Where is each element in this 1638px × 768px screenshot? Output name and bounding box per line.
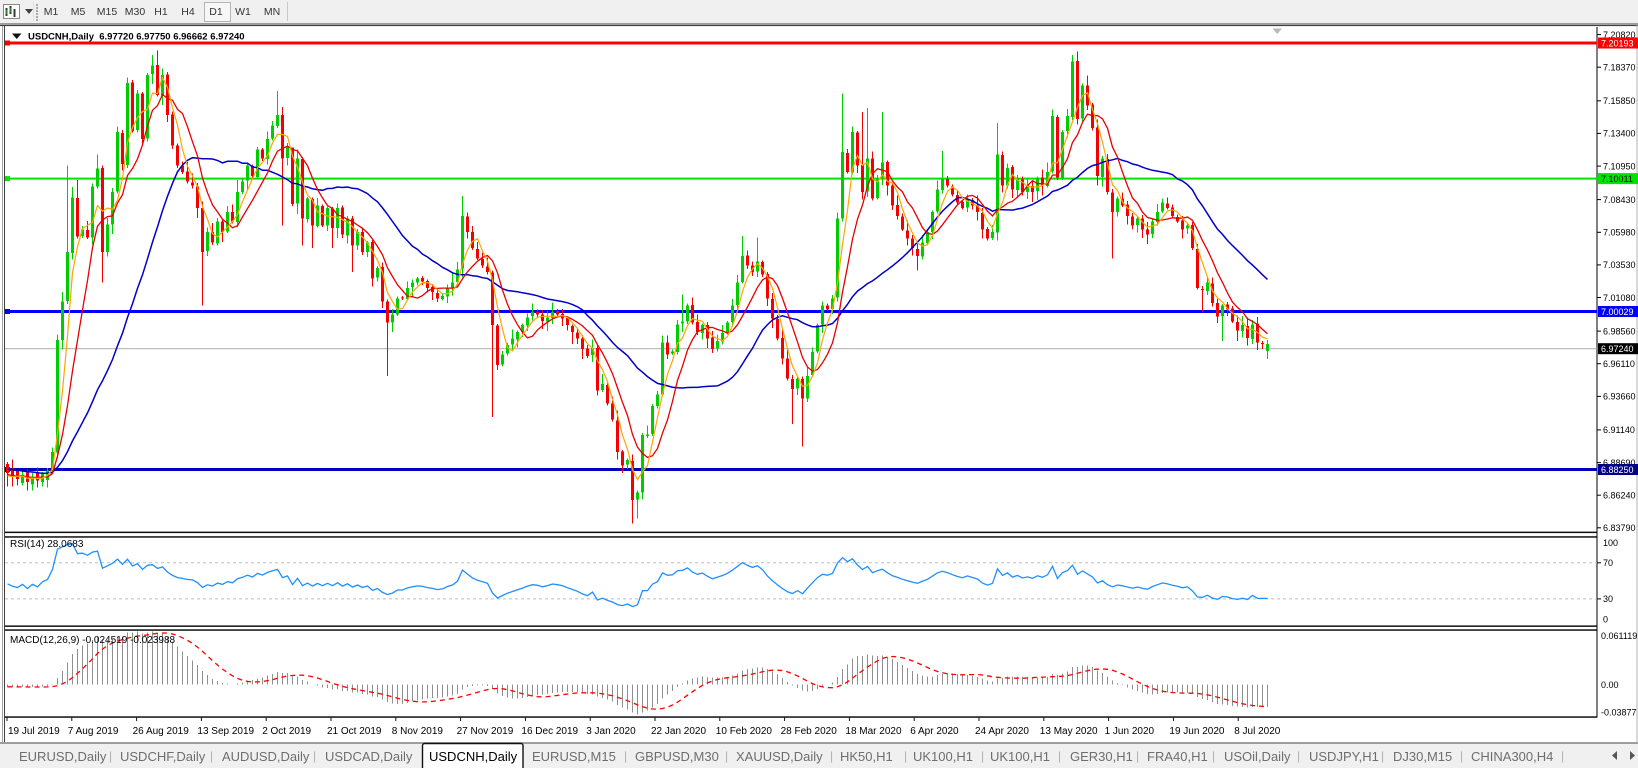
svg-text:19 Jun 2020: 19 Jun 2020 <box>1169 726 1224 737</box>
svg-text:2 Oct 2019: 2 Oct 2019 <box>262 726 311 737</box>
svg-text:0.00: 0.00 <box>1601 680 1619 690</box>
svg-text:6.83790: 6.83790 <box>1603 523 1636 533</box>
svg-text:6 Apr 2020: 6 Apr 2020 <box>910 726 959 737</box>
svg-text:6.98560: 6.98560 <box>1603 326 1636 336</box>
svg-text:MN: MN <box>264 6 280 18</box>
svg-text:M1: M1 <box>44 6 59 18</box>
svg-text:6.91140: 6.91140 <box>1603 425 1635 435</box>
svg-text:7.20193: 7.20193 <box>1601 39 1634 49</box>
svg-text:UK100,H1: UK100,H1 <box>990 749 1050 764</box>
svg-text:HK50,H1: HK50,H1 <box>840 749 893 764</box>
svg-text:EURUSD,M15: EURUSD,M15 <box>532 749 616 764</box>
svg-text:|: | <box>830 749 833 763</box>
svg-text:USDCAD,Daily: USDCAD,Daily <box>325 749 413 764</box>
svg-text:|: | <box>624 749 627 763</box>
svg-text:8 Nov 2019: 8 Nov 2019 <box>392 726 444 737</box>
svg-text:7.00029: 7.00029 <box>1601 307 1634 317</box>
svg-text:3 Jan 2020: 3 Jan 2020 <box>586 726 636 737</box>
svg-text:|: | <box>1212 749 1215 763</box>
svg-text:AUDUSD,Daily: AUDUSD,Daily <box>222 749 310 764</box>
svg-text:EURUSD,Daily: EURUSD,Daily <box>19 749 107 764</box>
svg-text:H1: H1 <box>154 6 168 18</box>
svg-text:|: | <box>313 749 316 763</box>
svg-text:MACD(12,26,9) -0.024519 -0.023: MACD(12,26,9) -0.024519 -0.023988 <box>10 635 176 646</box>
svg-text:7 Aug 2019: 7 Aug 2019 <box>68 726 119 737</box>
svg-text:0.061119: 0.061119 <box>1601 631 1637 641</box>
svg-text:|: | <box>1136 749 1139 763</box>
svg-text:DJ30,M15: DJ30,M15 <box>1393 749 1452 764</box>
svg-text:6.93660: 6.93660 <box>1603 392 1636 402</box>
svg-text:7.01080: 7.01080 <box>1603 293 1636 303</box>
svg-text:6.88250: 6.88250 <box>1601 465 1634 475</box>
svg-text:|: | <box>725 749 728 763</box>
svg-text:6.96110: 6.96110 <box>1603 359 1635 369</box>
svg-text:7.03530: 7.03530 <box>1603 260 1636 270</box>
svg-text:7.15850: 7.15850 <box>1603 96 1636 106</box>
svg-text:7.05980: 7.05980 <box>1603 228 1636 238</box>
svg-text:7.18370: 7.18370 <box>1603 63 1636 73</box>
svg-text:CHINA300,H4: CHINA300,H4 <box>1471 749 1553 764</box>
svg-text:8 Jul 2020: 8 Jul 2020 <box>1234 726 1281 737</box>
svg-text:7.10011: 7.10011 <box>1601 174 1633 184</box>
svg-text:USOil,Daily: USOil,Daily <box>1224 749 1291 764</box>
svg-text:1 Jun 2020: 1 Jun 2020 <box>1105 726 1155 737</box>
svg-text:10 Feb 2020: 10 Feb 2020 <box>716 726 773 737</box>
svg-text:27 Nov 2019: 27 Nov 2019 <box>457 726 514 737</box>
svg-text:21 Oct 2019: 21 Oct 2019 <box>327 726 382 737</box>
svg-text:24 Apr 2020: 24 Apr 2020 <box>975 726 1029 737</box>
svg-text:M15: M15 <box>97 6 118 18</box>
svg-text:W1: W1 <box>235 6 251 18</box>
svg-text:28 Feb 2020: 28 Feb 2020 <box>781 726 838 737</box>
svg-text:7.13400: 7.13400 <box>1603 129 1636 139</box>
svg-text:6.86240: 6.86240 <box>1603 491 1636 501</box>
svg-text:|: | <box>1460 749 1463 763</box>
svg-text:|: | <box>981 749 984 763</box>
svg-text:H4: H4 <box>181 6 195 18</box>
svg-text:USDCNH,Daily 6.97720 6.97750: USDCNH,Daily 6.97720 6.97750 6.96662 6.9… <box>28 32 245 43</box>
svg-text:22 Jan 2020: 22 Jan 2020 <box>651 726 706 737</box>
svg-text:70: 70 <box>1603 558 1613 568</box>
svg-text:UK100,H1: UK100,H1 <box>913 749 973 764</box>
svg-text:RSI(14) 28.0683: RSI(14) 28.0683 <box>10 539 84 550</box>
svg-text:13 Sep 2019: 13 Sep 2019 <box>197 726 254 737</box>
svg-text:6.97240: 6.97240 <box>1601 344 1634 354</box>
svg-text:M5: M5 <box>71 6 86 18</box>
svg-text:-0.03877: -0.03877 <box>1601 707 1637 717</box>
svg-text:M30: M30 <box>125 6 146 18</box>
svg-text:26 Aug 2019: 26 Aug 2019 <box>133 726 190 737</box>
svg-text:7.10950: 7.10950 <box>1603 161 1636 171</box>
svg-text:D1: D1 <box>209 6 223 18</box>
svg-text:13 May 2020: 13 May 2020 <box>1040 726 1098 737</box>
svg-text:18 Mar 2020: 18 Mar 2020 <box>845 726 902 737</box>
svg-text:|: | <box>1058 749 1061 763</box>
svg-text:16 Dec 2019: 16 Dec 2019 <box>521 726 578 737</box>
svg-text:FRA40,H1: FRA40,H1 <box>1147 749 1208 764</box>
svg-text:7.20820: 7.20820 <box>1603 30 1636 40</box>
svg-text:USDJPY,H1: USDJPY,H1 <box>1309 749 1379 764</box>
svg-text:|: | <box>1297 749 1300 763</box>
svg-text:GBPUSD,M30: GBPUSD,M30 <box>635 749 719 764</box>
svg-text:|: | <box>1561 749 1564 763</box>
svg-text:19 Jul 2019: 19 Jul 2019 <box>8 726 60 737</box>
svg-text:100: 100 <box>1603 538 1618 548</box>
svg-text:USDCHF,Daily: USDCHF,Daily <box>120 749 206 764</box>
svg-text:0: 0 <box>1603 615 1608 625</box>
svg-text:USDCNH,Daily: USDCNH,Daily <box>429 749 518 764</box>
svg-text:GER30,H1: GER30,H1 <box>1070 749 1133 764</box>
svg-text:XAUUSD,Daily: XAUUSD,Daily <box>736 749 823 764</box>
svg-text:|: | <box>109 749 112 763</box>
svg-text:|: | <box>904 749 907 763</box>
svg-text:|: | <box>210 749 213 763</box>
svg-text:6.88690: 6.88690 <box>1603 458 1636 468</box>
svg-text:30: 30 <box>1603 594 1613 604</box>
svg-text:7.08430: 7.08430 <box>1603 195 1636 205</box>
svg-text:|: | <box>1381 749 1384 763</box>
